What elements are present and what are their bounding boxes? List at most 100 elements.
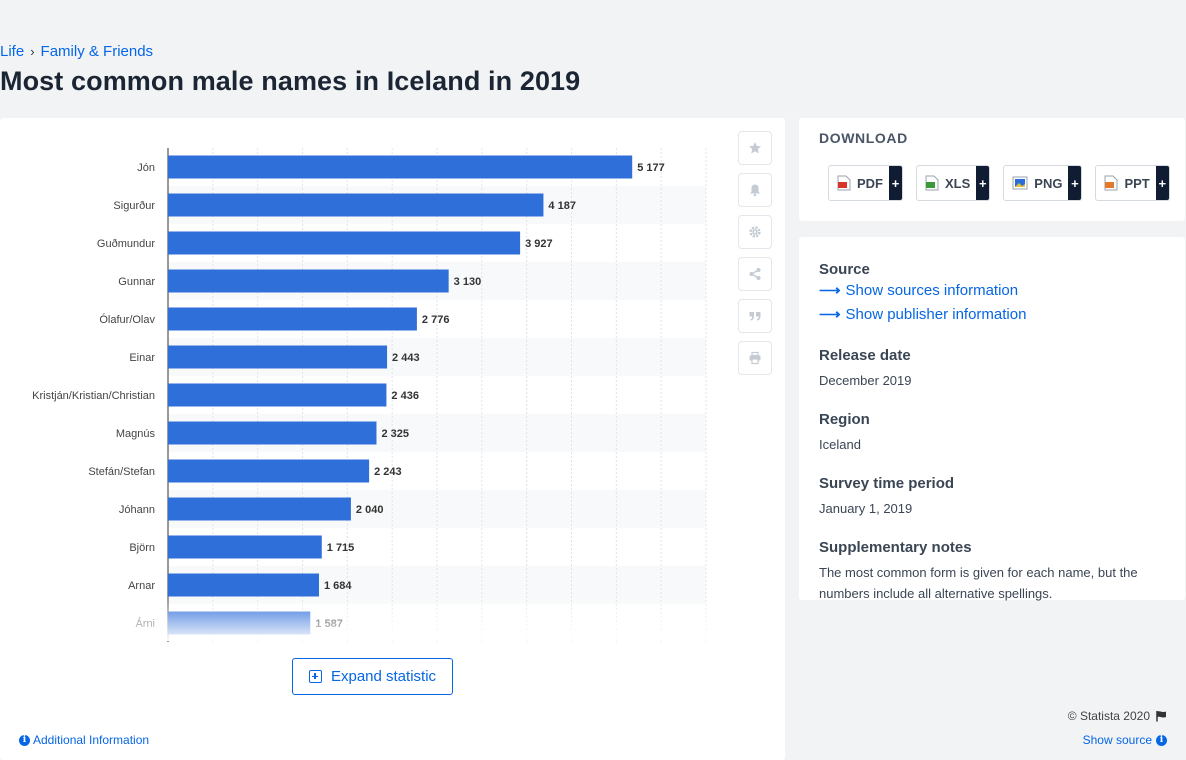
download-png-label: PNG (1034, 175, 1063, 191)
download-xls-label: XLS (945, 175, 971, 191)
region-label: Region (819, 411, 870, 428)
category-label: Einar (129, 352, 155, 364)
expand-statistic-label: Expand statistic (330, 668, 437, 685)
breadcrumb-family-friends[interactable]: Family & Friends (40, 43, 154, 60)
share-button[interactable] (738, 257, 772, 291)
cite-button[interactable] (738, 299, 772, 333)
value-label: 1 715 (327, 542, 355, 554)
value-label: 2 443 (392, 352, 420, 364)
source-section: Source ⟶ Show sources information ⟶ Show… (819, 261, 1159, 327)
notification-button[interactable] (738, 173, 772, 207)
additional-information-label: Additional Information (33, 733, 150, 747)
survey-period-label: Survey time period (819, 475, 955, 492)
bar-8[interactable] (168, 459, 370, 483)
download-png-plus[interactable]: + (1068, 166, 1082, 200)
value-label: 2 040 (356, 504, 384, 516)
download-pdf-main[interactable]: PDF (829, 166, 889, 200)
info-icon: i (19, 734, 30, 746)
bar-10[interactable] (168, 535, 322, 559)
value-label: 2 325 (381, 428, 409, 440)
print-button[interactable] (738, 341, 772, 375)
download-pdf-label: PDF (857, 175, 883, 191)
value-label: 2 436 (391, 390, 419, 402)
bar-6[interactable] (168, 383, 387, 407)
bar-11[interactable] (168, 573, 319, 597)
category-label: Guðmundur (97, 238, 155, 250)
value-label: 4 187 (548, 200, 576, 212)
value-label: 5 177 (637, 162, 665, 174)
show-sources-link[interactable]: ⟶ Show sources information (819, 279, 1159, 303)
download-xls-main[interactable]: XLS (917, 166, 976, 200)
download-title: DOWNLOAD (819, 130, 908, 146)
print-icon (749, 351, 761, 365)
bar-0[interactable] (168, 155, 633, 179)
download-xls-button[interactable]: XLS + (916, 165, 991, 201)
bar-5[interactable] (168, 345, 388, 369)
show-publisher-label: Show publisher information (845, 306, 1027, 323)
value-label: 3 130 (454, 276, 482, 288)
value-label: 2 243 (374, 466, 402, 478)
png-file-icon (1012, 176, 1028, 190)
download-buttons: PDF + XLS + PNG + PPT + (828, 165, 1183, 201)
bar-7[interactable] (168, 421, 377, 445)
page-title: Most common male names in Iceland in 201… (0, 66, 581, 96)
download-pdf-plus[interactable]: + (889, 166, 902, 200)
favorite-button[interactable] (738, 131, 772, 165)
arrow-right-icon: ⟶ (819, 306, 841, 323)
value-label: 1 684 (324, 580, 352, 592)
breadcrumb-separator: › (30, 44, 35, 59)
chart-card: Jón 5 177 Sigurður 4 187 Guðmundur 3 927 Gunna… (0, 118, 785, 760)
category-label: Jóhann (119, 504, 155, 516)
survey-period-section: Survey time period January 1, 2019 (819, 475, 1159, 519)
download-png-main[interactable]: PNG (1004, 166, 1068, 200)
bar-1[interactable] (168, 193, 544, 217)
bar-9[interactable] (168, 497, 351, 521)
category-label: Gunnar (118, 276, 155, 288)
bell-icon (750, 184, 760, 197)
supplementary-notes-value: The most common form is given for each n… (819, 565, 1138, 601)
chart-tools (738, 131, 772, 383)
info-icon: i (1156, 734, 1167, 746)
category-label: Björn (129, 542, 155, 554)
download-png-button[interactable]: PNG + (1003, 165, 1083, 201)
chart-fade-overlay (0, 596, 720, 641)
release-date-label: Release date (819, 347, 911, 364)
expand-statistic-button[interactable]: Expand statistic (292, 658, 453, 695)
download-ppt-main[interactable]: PPT (1096, 166, 1155, 200)
show-publisher-link[interactable]: ⟶ Show publisher information (819, 303, 1159, 327)
category-label: Kristján/Kristian/Christian (32, 390, 155, 402)
region-section: Region Iceland (819, 411, 1159, 455)
category-label: Ólafur/Olav (99, 313, 155, 326)
pdf-file-icon (837, 175, 851, 191)
download-ppt-button[interactable]: PPT + (1095, 165, 1170, 201)
download-ppt-label: PPT (1124, 175, 1150, 191)
flag-icon[interactable] (1155, 710, 1167, 722)
download-card: DOWNLOAD PDF + XLS + PNG + (799, 118, 1185, 221)
quote-icon (749, 312, 761, 321)
bar-2[interactable] (168, 231, 521, 255)
release-date-value: December 2019 (819, 373, 912, 388)
source-label: Source (819, 261, 870, 278)
arrow-right-icon: ⟶ (819, 282, 841, 299)
category-label: Magnús (116, 428, 156, 440)
survey-period-value: January 1, 2019 (819, 501, 913, 516)
bar-3[interactable] (168, 269, 449, 293)
statistic-details-card: Source ⟶ Show sources information ⟶ Show… (799, 237, 1185, 601)
copyright: © Statista 2020 (1068, 709, 1167, 723)
show-source-link[interactable]: Show source i (1083, 733, 1167, 747)
share-icon (749, 268, 761, 280)
settings-button[interactable] (738, 215, 772, 249)
breadcrumb-life[interactable]: Life (0, 43, 25, 60)
category-label: Sigurður (113, 200, 155, 212)
category-label: Arnar (128, 580, 155, 592)
download-ppt-plus[interactable]: + (1155, 166, 1169, 200)
copyright-text: © Statista 2020 (1067, 709, 1150, 723)
value-label: 3 927 (525, 238, 553, 250)
star-icon (749, 142, 761, 154)
additional-information-link[interactable]: i Additional Information (19, 733, 149, 747)
breadcrumb: Life › Family & Friends (0, 43, 153, 60)
plus-square-icon (308, 670, 322, 683)
bar-4[interactable] (168, 307, 417, 331)
download-pdf-button[interactable]: PDF + (828, 165, 903, 201)
download-xls-plus[interactable]: + (976, 166, 990, 200)
